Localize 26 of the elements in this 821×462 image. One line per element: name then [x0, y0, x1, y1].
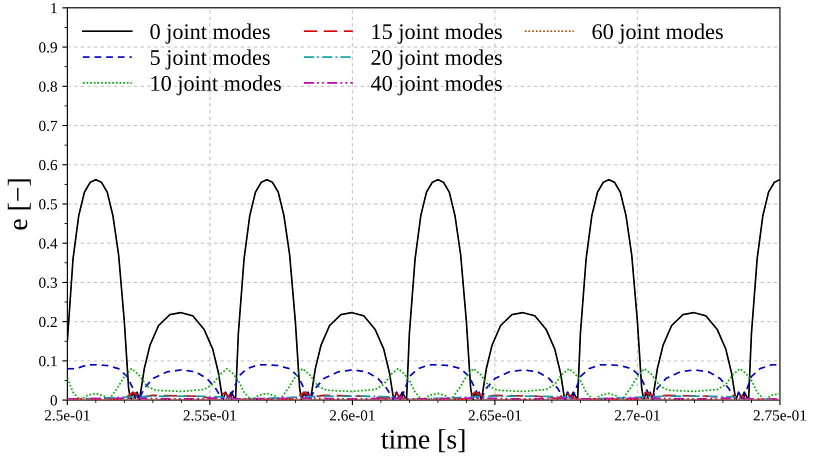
y-tick-label: 0.8	[39, 81, 58, 92]
y-tick-label: 0.6	[39, 160, 58, 170]
y-tick-label: 0.2	[39, 316, 57, 328]
x-tick-label: 2.75e-01	[754, 410, 806, 421]
x-tick-label: 2.6e-01	[330, 410, 375, 421]
y-tick-label: 0.9	[39, 42, 57, 53]
y-tick-label: 0.1	[39, 356, 57, 366]
legend-label: 60 joint modes	[592, 24, 723, 44]
x-tick-label: 2.65e-01	[468, 410, 521, 421]
x-tick-label: 2.7e-01	[614, 410, 660, 421]
x-tick-label: 2.55e-01	[184, 410, 236, 421]
y-tick-label: 0.4	[39, 238, 58, 249]
legend-label: 15 joint modes	[372, 24, 502, 44]
x-axis-title: time [s]	[381, 429, 464, 452]
y-tick-label: 1	[51, 3, 57, 14]
y-tick-label: 0.7	[39, 120, 58, 132]
x-tick-label: 2.5e-01	[44, 410, 90, 421]
y-axis-title: e [−]	[8, 179, 31, 230]
legend-label: 20 joint modes	[372, 49, 502, 70]
legend-label: 40 joint modes	[370, 75, 502, 96]
y-tick-label: 0	[50, 395, 58, 406]
legend-label: 0 joint modes	[150, 24, 270, 44]
y-tick-label: 0.3	[39, 278, 58, 288]
y-tick-label: 0.5	[39, 199, 58, 210]
legend-label: 5 joint modes	[150, 49, 270, 70]
legend-label: 10 joint modes	[152, 75, 281, 96]
